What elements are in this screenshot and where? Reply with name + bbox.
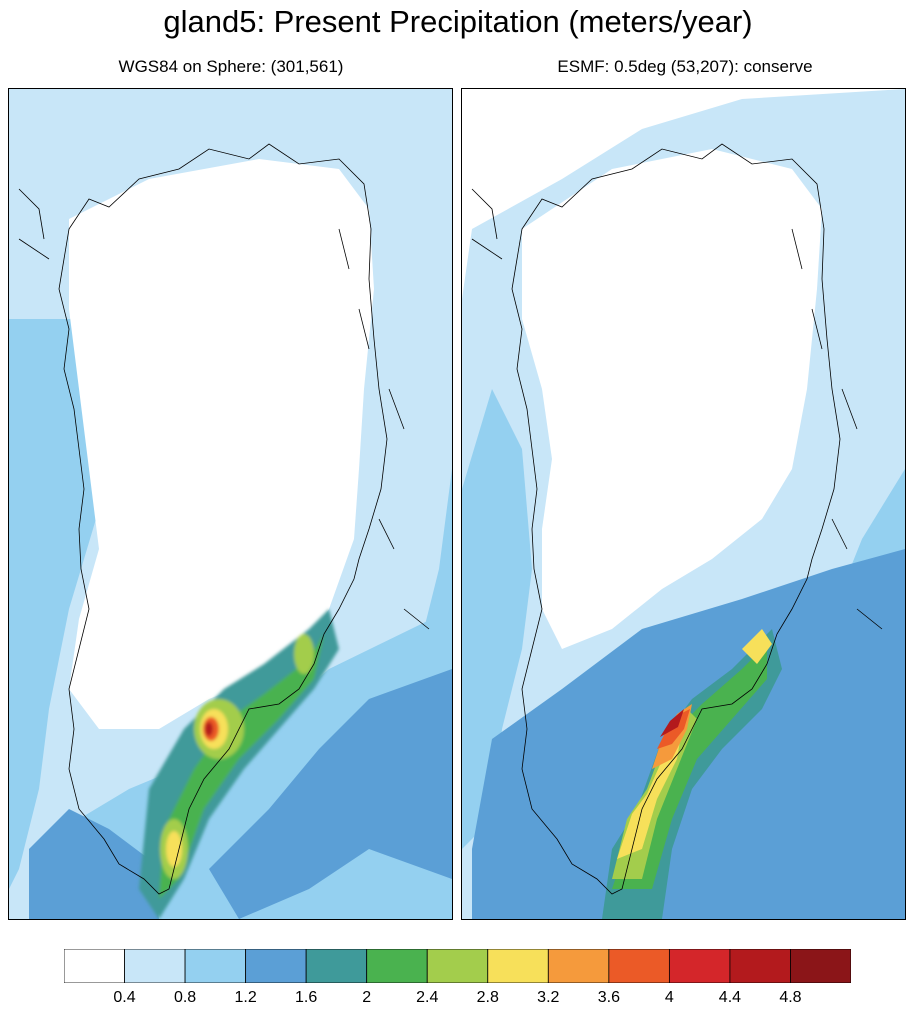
colorbar-swatch-6	[426, 949, 489, 983]
right-map-panel	[461, 88, 906, 920]
precip-band-4-8-a	[205, 722, 213, 736]
colorbar-tick-label: 3.6	[597, 989, 620, 1006]
colorbar-tick-label: 3.2	[537, 989, 560, 1006]
right-coastline	[471, 143, 883, 895]
colorbar-tick-label: 4.8	[779, 989, 802, 1006]
colorbar-swatch-4	[305, 949, 368, 983]
colorbar-swatch-1	[124, 949, 186, 983]
colorbar-swatch-3	[245, 949, 307, 983]
colorbar-swatch-12	[790, 949, 851, 983]
colorbar-swatch-8	[547, 949, 610, 983]
colorbar-swatch-10	[668, 949, 731, 983]
colorbar-tick-label: 2.8	[476, 989, 499, 1006]
precip-band-4-8	[660, 709, 684, 737]
colorbar-swatch-5	[366, 949, 428, 983]
precip-band-3-2-b	[166, 831, 182, 867]
precip-band-3-2-east	[742, 629, 772, 664]
precip-band-2-4	[159, 634, 324, 899]
colorbar-labels: 0.4 0.8 1.2 1.6 2 2.4 2.8 3.2 3.6 4 4.4 4.8	[0, 988, 916, 1012]
left-precip-map	[9, 89, 452, 919]
colorbar-swatch-9	[608, 949, 670, 983]
left-coastline	[18, 143, 430, 895]
colorbar-tick-label: 0.4	[113, 989, 136, 1006]
colorbar-tick-label: 4	[664, 989, 674, 1006]
left-map-panel	[8, 88, 453, 920]
ice-sheet-interior	[522, 149, 822, 649]
precip-band-1-6	[209, 669, 452, 919]
ice-sheet-interior	[69, 159, 374, 729]
colorbar-tick-label: 1.2	[234, 989, 257, 1006]
right-panel-title: ESMF: 0.5deg (53,207): conserve	[557, 57, 813, 76]
colorbar-swatch-2	[184, 949, 247, 983]
right-precip-map	[462, 89, 905, 919]
right-precip-field	[462, 89, 905, 919]
left-precip-field	[9, 89, 452, 919]
colorbar	[64, 949, 851, 983]
colorbar-tick-label: 1.6	[295, 989, 318, 1006]
colorbar-swatch-7	[487, 949, 549, 983]
colorbar-tick-label: 2	[362, 989, 372, 1006]
precip-band-1-2-west	[462, 389, 532, 849]
precip-band-1-6-sw	[29, 809, 159, 919]
colorbar-tick-label: 4.4	[718, 989, 742, 1006]
colorbar-tick-label: 2.4	[416, 989, 439, 1006]
colorbar-swatch-11	[729, 949, 791, 983]
left-panel-title: WGS84 on Sphere: (301,561)	[118, 57, 344, 76]
map-title: gland5: Present Precipitation (meters/ye…	[163, 4, 753, 39]
colorbar-tick-label: 0.8	[173, 989, 197, 1006]
precip-band-2-8-b	[294, 634, 314, 674]
colorbar-swatch-0	[64, 949, 125, 983]
